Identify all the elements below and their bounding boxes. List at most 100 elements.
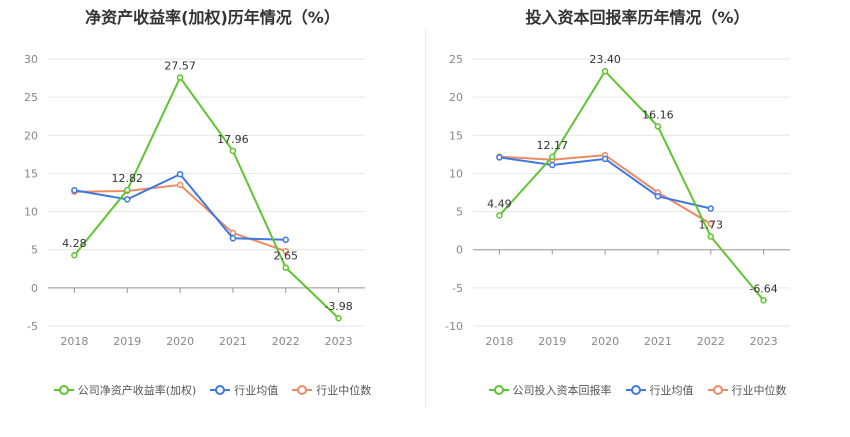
- roic-data-point: [707, 205, 714, 212]
- roic-data-point: [549, 161, 556, 169]
- roe-x-tick-label: 2021: [219, 335, 247, 348]
- roic-data-point: [496, 154, 503, 161]
- roe-data-point: [124, 186, 131, 194]
- roic-chart-panel: 投入资本回报率历年情况（%） -10 -5 0 5 10 15 20 25 2018 2019 20…: [425, 0, 850, 437]
- roic-data-label: 12.17: [537, 139, 569, 152]
- roic-y-tick-label: 20: [449, 91, 463, 104]
- roic-legend-swatch: [707, 385, 728, 395]
- roe-data-point: [176, 170, 184, 178]
- roic-data-point: [760, 297, 767, 304]
- roe-chart-plot: -5 0 5 10 15 20 25 30 2018 2019 2020 2021 2022 2023 4.…: [24, 53, 365, 348]
- roic-data-label: 4.49: [487, 197, 512, 210]
- roe-legend-swatch: [53, 385, 74, 395]
- roic-legend-swatch-marker: [493, 385, 504, 395]
- roe-x-tick-label: 2020: [166, 335, 194, 348]
- roe-legend-label: 公司净资产收益率(加权): [77, 384, 197, 397]
- roe-data-label: 12.82: [112, 172, 144, 185]
- roe-legend-item-1[interactable]: 行业均值: [210, 382, 278, 398]
- roic-x-tick-label: 2020: [591, 335, 619, 348]
- roe-data-point: [71, 186, 78, 194]
- roic-data-point: [601, 155, 609, 163]
- roe-x-tick-label: 2022: [272, 335, 300, 348]
- roic-x-tick-label: 2019: [538, 335, 566, 348]
- roe-y-tick-label: -5: [27, 320, 38, 333]
- roe-series-line-0: [73, 75, 340, 319]
- roe-y-tick-label: 20: [24, 129, 38, 142]
- roic-legend-label: 公司投入资本回报率: [512, 384, 612, 397]
- roe-data-label: -3.98: [324, 300, 352, 313]
- roe-legend-swatch-marker: [58, 385, 69, 395]
- roic-data-point: [707, 220, 714, 228]
- roe-data-point: [229, 235, 237, 242]
- roe-legend-item-2[interactable]: 行业中位数: [292, 382, 371, 398]
- roe-y-tick-label: 15: [24, 167, 38, 180]
- roe-x-tick-label: 2018: [60, 335, 88, 348]
- roic-x-tick-label: 2018: [485, 335, 513, 348]
- roic-data-point: [654, 193, 662, 200]
- roe-x-tick-label: 2023: [325, 335, 353, 348]
- roic-data-point: [601, 67, 609, 75]
- roic-chart-title: 投入资本回报率历年情况（%）: [525, 8, 750, 27]
- roic-data-point: [654, 123, 662, 130]
- roic-y-tick-label: 15: [449, 129, 463, 142]
- roe-y-tick-label: 10: [24, 206, 38, 219]
- roe-data-point: [124, 196, 131, 203]
- roic-data-label: -6.64: [749, 282, 777, 295]
- roic-legend-item-0[interactable]: 公司投入资本回报率: [488, 382, 612, 398]
- roe-y-tick-label: 25: [24, 91, 38, 104]
- roic-data-point: [549, 153, 556, 161]
- roic-series-line-2: [499, 154, 712, 225]
- roic-chart-plot: -10 -5 0 5 10 15 20 25 2018 2019 2020 2021 2022 2023 4…: [445, 53, 790, 348]
- roe-legend-swatch-marker: [297, 385, 308, 395]
- roe-data-point: [335, 314, 342, 322]
- roe-legend-item-0[interactable]: 公司净资产收益率(加权): [53, 382, 197, 398]
- roe-data-label: 4.28: [62, 237, 87, 250]
- roic-x-tick-label: 2022: [697, 335, 725, 348]
- roe-legend-swatch: [292, 385, 313, 395]
- roe-chart-title: 净资产收益率(加权)历年情况（%）: [85, 8, 340, 27]
- roic-legend-swatch: [625, 385, 646, 395]
- panel-divider: [425, 28, 426, 408]
- roic-legend-item-1[interactable]: 行业均值: [625, 382, 694, 398]
- roe-legend-swatch: [210, 385, 231, 395]
- roic-legend-item-2[interactable]: 行业中位数: [707, 382, 787, 398]
- roic-y-tick-label: 5: [456, 206, 463, 219]
- roic-y-tick-label: 0: [456, 244, 463, 257]
- roic-x-tick-label: 2021: [644, 335, 672, 348]
- roic-legend-swatch-marker: [712, 385, 723, 395]
- roic-data-label: 23.40: [589, 53, 621, 66]
- roic-data-point: [496, 212, 503, 219]
- roe-data-point: [71, 251, 78, 259]
- roe-data-point: [176, 181, 184, 189]
- roe-chart-panel: 净资产收益率(加权)历年情况（%） -5 0 5 10 15 20 25 30 2018 2019…: [0, 8, 425, 398]
- roic-data-label: 16.16: [642, 108, 674, 121]
- roe-y-tick-label: 5: [31, 244, 38, 257]
- roe-legend-label: 行业均值: [234, 384, 279, 397]
- roe-data-point: [229, 147, 237, 155]
- roic-legend-label: 行业均值: [649, 384, 694, 397]
- roic-legend-swatch-marker: [630, 385, 641, 395]
- roe-data-label: 2.65: [274, 250, 299, 263]
- roic-y-tick-label: -5: [452, 282, 463, 295]
- roic-data-point: [707, 233, 714, 240]
- roic-y-tick-label: 10: [449, 167, 463, 180]
- roe-data-label: 27.57: [164, 60, 196, 73]
- roe-legend-swatch-marker: [215, 385, 226, 395]
- roe-y-tick-label: 30: [24, 53, 38, 66]
- roe-data-label: 17.96: [217, 133, 249, 146]
- roic-y-tick-label: 25: [449, 53, 463, 66]
- roic-y-tick-label: -10: [445, 320, 463, 333]
- roe-y-tick-label: 0: [31, 282, 38, 295]
- roic-series-line-1: [499, 156, 711, 210]
- roe-data-point: [282, 264, 289, 271]
- roe-data-point: [282, 247, 289, 255]
- roic-legend-label: 行业中位数: [731, 384, 787, 397]
- roic-series-line-0: [498, 69, 765, 302]
- roic-x-tick-label: 2023: [750, 335, 778, 348]
- roic-chart-legend: 公司投入资本回报率 行业均值 行业中位数: [425, 382, 850, 398]
- roe-chart-legend: 公司净资产收益率(加权) 行业均值 行业中位数: [0, 382, 425, 398]
- roic-legend-swatch: [488, 385, 509, 395]
- roe-data-point: [282, 236, 289, 244]
- roe-x-tick-label: 2019: [113, 335, 141, 348]
